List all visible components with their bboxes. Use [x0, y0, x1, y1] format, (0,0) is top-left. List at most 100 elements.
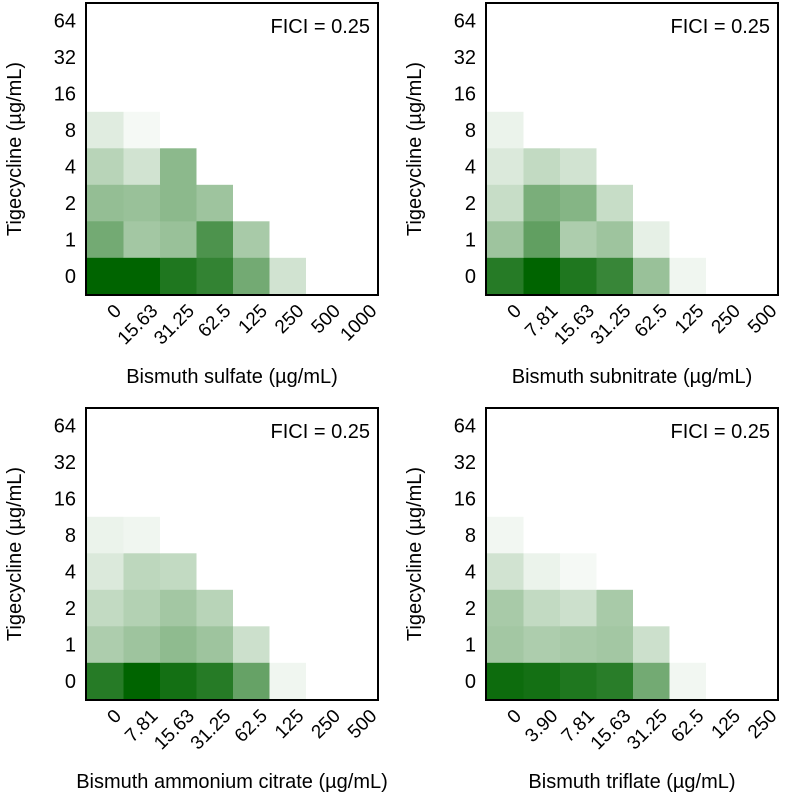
- fici-annotation: FICI = 0.25: [271, 16, 371, 38]
- heatmap-cell: [196, 626, 234, 663]
- heatmap-cell: [269, 443, 307, 481]
- heatmap-cell: [306, 516, 343, 554]
- heatmap-cell: [306, 626, 343, 663]
- heatmap-cell: [269, 148, 307, 185]
- heatmap-cell: [342, 221, 380, 258]
- fici-annotation: FICI = 0.25: [671, 16, 771, 38]
- heatmap-cell: [123, 553, 161, 590]
- heatmap-cell: [596, 184, 634, 222]
- heatmap-cell: [233, 589, 270, 627]
- y-tick-label: 32: [454, 47, 476, 69]
- heatmap-cell: [596, 553, 634, 590]
- heatmap-cell: [306, 589, 343, 627]
- heatmap-cell: [596, 257, 634, 295]
- x-tick-label: 15.63: [550, 301, 598, 349]
- heatmap-cell: [742, 111, 780, 149]
- heatmap-cell: [306, 148, 343, 185]
- heatmap-cell: [669, 38, 707, 76]
- heatmap-cell: [596, 111, 634, 149]
- heatmap-cell: [560, 443, 597, 481]
- heatmap-cell: [306, 480, 343, 517]
- heatmap-cell: [269, 38, 307, 76]
- heatmap-cell: [523, 221, 561, 258]
- y-tick-label: 16: [54, 83, 76, 105]
- heatmap-cell: [523, 407, 561, 444]
- heatmap-cell: [669, 2, 707, 39]
- heatmap-cell: [523, 662, 561, 700]
- heatmap-cell: [633, 221, 670, 258]
- heatmap-cell: [196, 2, 234, 39]
- heatmap-cell: [87, 516, 124, 554]
- y-tick-label: 0: [65, 671, 76, 693]
- heatmap-cell: [487, 38, 524, 76]
- heatmap-cell: [160, 221, 197, 258]
- heatmap-cell: [196, 221, 234, 258]
- heatmap-cell: [633, 443, 670, 481]
- y-tick-label: 8: [65, 525, 76, 547]
- heatmap-cell: [123, 626, 161, 663]
- heatmap-cell: [342, 111, 380, 149]
- heatmap-cell: [560, 516, 597, 554]
- heatmap-cell: [160, 2, 197, 39]
- heatmap-cell: [342, 662, 380, 700]
- heatmap-cell: [633, 407, 670, 444]
- heatmap-cell: [87, 2, 124, 39]
- x-tick-label: 250: [308, 706, 345, 743]
- heatmap-cell: [742, 516, 780, 554]
- y-tick-label: 4: [65, 156, 76, 178]
- heatmap-cells: [87, 2, 380, 295]
- heatmap-cell: [742, 184, 780, 222]
- y-tick-label: 64: [54, 415, 76, 437]
- heatmap-cell: [306, 257, 343, 295]
- heatmap-cell: [742, 38, 780, 76]
- heatmap-cell: [596, 480, 634, 517]
- y-tick-label: 4: [465, 156, 476, 178]
- y-tick-label: 2: [465, 598, 476, 620]
- heatmap-cell: [560, 221, 597, 258]
- heatmap-cell: [523, 257, 561, 295]
- heatmap-cell: [742, 407, 780, 444]
- heatmap-cell: [633, 516, 670, 554]
- x-tick-label: 62.5: [631, 301, 672, 342]
- heatmap-cell: [706, 38, 743, 76]
- heatmap-cell: [487, 626, 524, 663]
- y-tick-label: 32: [54, 47, 76, 69]
- heatmap-cell: [160, 184, 197, 222]
- heatmap-cell: [123, 111, 161, 149]
- heatmap-cell: [669, 553, 707, 590]
- heatmap-cell: [233, 221, 270, 258]
- heatmap-cell: [669, 407, 707, 444]
- panel-bismuth-triflate: 0 1 2 4 8 16 32 64 0 3.90 7.81 15.63 31.25 62.5 125 250…: [400, 405, 800, 810]
- heatmap-cell: [487, 257, 524, 295]
- heatmap-cell: [669, 626, 707, 663]
- heatmap-cell: [196, 443, 234, 481]
- y-tick-label: 32: [454, 452, 476, 474]
- heatmap-cell: [560, 2, 597, 39]
- heatmap-cell: [342, 407, 380, 444]
- heatmap-cell: [87, 589, 124, 627]
- heatmap-cell: [342, 553, 380, 590]
- x-axis-title: Bismuth subnitrate (µg/mL): [512, 366, 753, 388]
- heatmap-cell: [560, 184, 597, 222]
- heatmap-cell: [560, 589, 597, 627]
- y-tick-label: 32: [54, 452, 76, 474]
- heatmap-cell: [306, 662, 343, 700]
- heatmap-cell: [87, 443, 124, 481]
- heatmap-cell: [233, 111, 270, 149]
- heatmap-cell: [233, 662, 270, 700]
- x-tick-label: 62.5: [667, 706, 708, 747]
- heatmap-cell: [269, 480, 307, 517]
- heatmap-cell: [233, 148, 270, 185]
- heatmap-cell: [560, 407, 597, 444]
- heatmap-cell: [487, 407, 524, 444]
- y-tick-label: 4: [465, 561, 476, 583]
- x-axis-title: Bismuth sulfate (µg/mL): [126, 366, 338, 388]
- heatmap-cell: [123, 75, 161, 112]
- x-axis-title: Bismuth ammonium citrate (µg/mL): [76, 771, 388, 793]
- heatmap-cell: [487, 221, 524, 258]
- heatmap-cell: [196, 662, 234, 700]
- x-tick-label: 15.63: [587, 706, 635, 754]
- x-tick-label: 3.90: [521, 706, 562, 747]
- heatmap-cell: [196, 516, 234, 554]
